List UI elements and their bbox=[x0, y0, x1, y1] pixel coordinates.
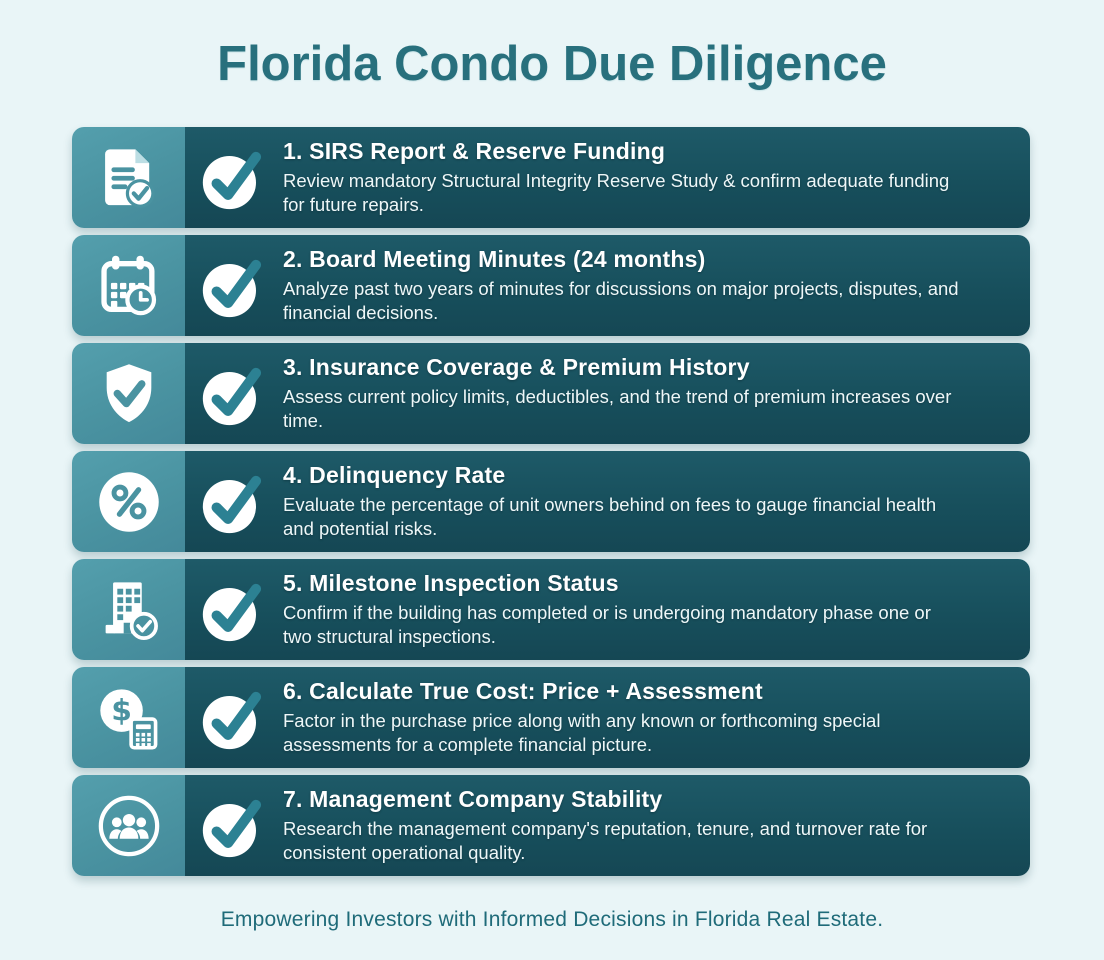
item-icon-box bbox=[72, 667, 185, 768]
people-icon bbox=[95, 792, 163, 860]
check-wrap bbox=[185, 577, 283, 643]
check-wrap bbox=[185, 361, 283, 427]
building-check-icon bbox=[95, 576, 163, 644]
item-texts: 3. Insurance Coverage & Premium History … bbox=[283, 354, 1030, 433]
percent-icon bbox=[95, 468, 163, 536]
item-content: 1. SIRS Report & Reserve Funding Review … bbox=[185, 127, 1030, 228]
document-check-icon bbox=[95, 144, 163, 212]
check-wrap bbox=[185, 793, 283, 859]
item-icon-box bbox=[72, 451, 185, 552]
item-title: 4. Delinquency Rate bbox=[283, 462, 506, 489]
item-texts: 7. Management Company Stability Research… bbox=[283, 786, 1030, 865]
item-description: Confirm if the building has completed or… bbox=[283, 601, 931, 647]
item-title: 1. SIRS Report & Reserve Funding bbox=[283, 138, 666, 165]
item-icon-box bbox=[72, 343, 185, 444]
item-description: Research the management company's reputa… bbox=[283, 817, 928, 863]
shield-check-icon bbox=[95, 360, 163, 428]
check-wrap bbox=[185, 145, 283, 211]
checkmark-icon bbox=[201, 145, 267, 211]
item-icon-box bbox=[72, 559, 185, 660]
item-icon-box bbox=[72, 127, 185, 228]
item-content: 6. Calculate True Cost: Price + Assessme… bbox=[185, 667, 1030, 768]
item-description: Factor in the purchase price along with … bbox=[283, 709, 881, 755]
item-content: 4. Delinquency Rate Evaluate the percent… bbox=[185, 451, 1030, 552]
dollar-calculator-icon bbox=[95, 684, 163, 752]
item-icon-box bbox=[72, 775, 185, 876]
item-texts: 6. Calculate True Cost: Price + Assessme… bbox=[283, 678, 1030, 757]
checkmark-icon bbox=[201, 793, 267, 859]
item-description: Evaluate the percentage of unit owners b… bbox=[283, 493, 937, 539]
checklist-item-7: 7. Management Company Stability Research… bbox=[72, 775, 1030, 876]
checklist-item-6: 6. Calculate True Cost: Price + Assessme… bbox=[72, 667, 1030, 768]
checkmark-icon bbox=[201, 685, 267, 751]
check-wrap bbox=[185, 469, 283, 535]
checkmark-icon bbox=[201, 469, 267, 535]
item-description: Assess current policy limits, deductible… bbox=[283, 385, 952, 431]
item-title: 2. Board Meeting Minutes (24 months) bbox=[283, 246, 706, 273]
item-content: 5. Milestone Inspection Status Confirm i… bbox=[185, 559, 1030, 660]
checklist-item-3: 3. Insurance Coverage & Premium History … bbox=[72, 343, 1030, 444]
footer-tagline: Empowering Investors with Informed Decis… bbox=[220, 908, 884, 931]
checklist-item-5: 5. Milestone Inspection Status Confirm i… bbox=[72, 559, 1030, 660]
item-icon-box bbox=[72, 235, 185, 336]
item-title: 5. Milestone Inspection Status bbox=[283, 570, 619, 597]
item-title: 3. Insurance Coverage & Premium History bbox=[283, 354, 750, 381]
checkmark-icon bbox=[201, 361, 267, 427]
calendar-clock-icon bbox=[95, 252, 163, 320]
item-content: 3. Insurance Coverage & Premium History … bbox=[185, 343, 1030, 444]
item-title: 6. Calculate True Cost: Price + Assessme… bbox=[283, 678, 763, 705]
item-description: Review mandatory Structural Integrity Re… bbox=[283, 169, 950, 215]
checklist: 1. SIRS Report & Reserve Funding Review … bbox=[72, 127, 1030, 876]
item-title: 7. Management Company Stability bbox=[283, 786, 663, 813]
checklist-item-1: 1. SIRS Report & Reserve Funding Review … bbox=[72, 127, 1030, 228]
check-wrap bbox=[185, 685, 283, 751]
item-texts: 2. Board Meeting Minutes (24 months) Ana… bbox=[283, 246, 1030, 325]
item-texts: 4. Delinquency Rate Evaluate the percent… bbox=[283, 462, 1030, 541]
item-texts: 5. Milestone Inspection Status Confirm i… bbox=[283, 570, 1030, 649]
item-content: 2. Board Meeting Minutes (24 months) Ana… bbox=[185, 235, 1030, 336]
checkmark-icon bbox=[201, 577, 267, 643]
checklist-item-4: 4. Delinquency Rate Evaluate the percent… bbox=[72, 451, 1030, 552]
item-description: Analyze past two years of minutes for di… bbox=[283, 277, 959, 323]
checkmark-icon bbox=[201, 253, 267, 319]
item-texts: 1. SIRS Report & Reserve Funding Review … bbox=[283, 138, 1030, 217]
check-wrap bbox=[185, 253, 283, 319]
checklist-item-2: 2. Board Meeting Minutes (24 months) Ana… bbox=[72, 235, 1030, 336]
page-title: Florida Condo Due Diligence bbox=[217, 37, 887, 91]
item-content: 7. Management Company Stability Research… bbox=[185, 775, 1030, 876]
